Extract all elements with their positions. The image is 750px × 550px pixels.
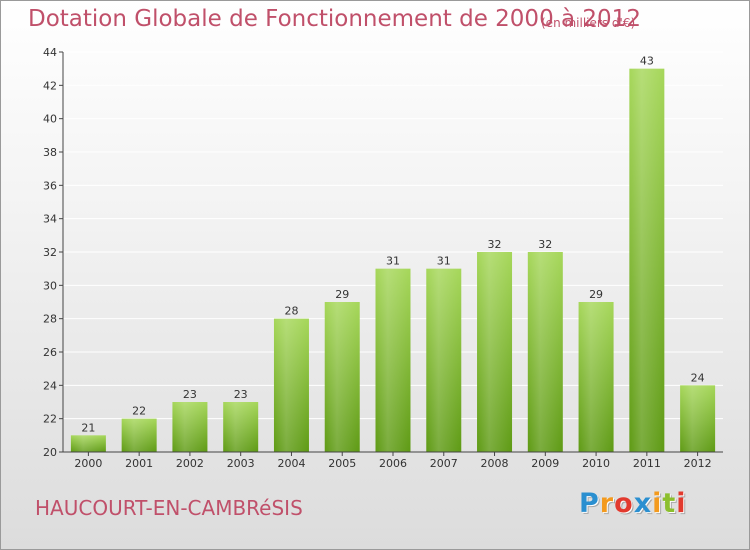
data-label: 28 xyxy=(284,305,298,318)
x-tick-label: 2000 xyxy=(74,457,102,470)
logo-letter: r xyxy=(599,488,615,519)
data-label: 23 xyxy=(183,388,197,401)
data-label: 31 xyxy=(386,255,400,268)
bar-highlight xyxy=(273,318,309,452)
axes: 20 22 24 26 28 30 32 34 36 38 40 42 44 2000 2001 2002 20… xyxy=(43,46,723,470)
y-tick-label: 22 xyxy=(43,413,57,426)
bar-highlight xyxy=(680,385,716,452)
y-tick-label: 40 xyxy=(43,113,57,126)
data-label: 21 xyxy=(81,421,95,434)
x-tick-label: 2004 xyxy=(277,457,305,470)
x-tick-label: 2005 xyxy=(328,457,356,470)
bar-highlight xyxy=(527,252,563,452)
data-label: 32 xyxy=(538,238,552,251)
data-label: 23 xyxy=(234,388,248,401)
y-tick-label: 36 xyxy=(43,179,57,192)
logo-letter: i xyxy=(652,488,663,519)
bar-highlight xyxy=(223,402,259,452)
x-tick-label: 2001 xyxy=(125,457,153,470)
bar-highlight xyxy=(578,302,614,452)
chart-title: Dotation Globale de Fonctionnement de 20… xyxy=(28,6,641,32)
y-tick-label: 28 xyxy=(43,313,57,326)
x-tick-label: 2009 xyxy=(531,457,559,470)
x-tick-label: 2002 xyxy=(176,457,204,470)
x-tick-label: 2012 xyxy=(684,457,712,470)
y-tick-label: 34 xyxy=(43,213,57,226)
x-tick-label: 2011 xyxy=(633,457,661,470)
y-tick-label: 38 xyxy=(43,146,57,159)
logo-letter: P xyxy=(579,488,600,519)
logo-letter: o xyxy=(614,488,634,519)
y-tick-label: 32 xyxy=(43,246,57,259)
bar-highlight xyxy=(121,418,157,452)
place-name: HAUCOURT-EN-CAMBRéSIS xyxy=(35,496,303,520)
proxiti-logo: Proxiti xyxy=(579,488,687,519)
data-label: 29 xyxy=(589,288,603,301)
x-tick-label: 2008 xyxy=(481,457,509,470)
bar-highlight xyxy=(324,302,360,452)
bar-highlight xyxy=(426,268,462,452)
data-label: 29 xyxy=(335,288,349,301)
bars: 21 22 23 23 28 29 31 31 32 32 29 43 24 xyxy=(70,55,716,453)
y-tick-label: 24 xyxy=(43,379,57,392)
data-label: 24 xyxy=(691,371,705,384)
x-tick-label: 2006 xyxy=(379,457,407,470)
x-tick-label: 2003 xyxy=(227,457,255,470)
y-tick-label: 20 xyxy=(43,446,57,459)
data-label: 32 xyxy=(488,238,502,251)
logo-letter: t xyxy=(662,488,677,519)
bar-highlight xyxy=(477,252,513,452)
bar-highlight xyxy=(172,402,208,452)
y-tick-label: 30 xyxy=(43,279,57,292)
data-label: 31 xyxy=(437,255,451,268)
chart-subtitle: (en milliers d'€) xyxy=(541,16,636,30)
y-tick-label: 44 xyxy=(43,46,57,59)
x-tick-label: 2010 xyxy=(582,457,610,470)
y-tick-label: 26 xyxy=(43,346,57,359)
bar-highlight xyxy=(629,68,665,453)
data-label: 43 xyxy=(640,55,654,68)
logo-letter: x xyxy=(633,488,653,519)
logo-letter: i xyxy=(676,488,687,519)
bar-highlight xyxy=(375,268,411,452)
data-label: 22 xyxy=(132,405,146,418)
bar-highlight xyxy=(70,435,106,452)
x-tick-label: 2007 xyxy=(430,457,458,470)
y-tick-label: 42 xyxy=(43,79,57,92)
